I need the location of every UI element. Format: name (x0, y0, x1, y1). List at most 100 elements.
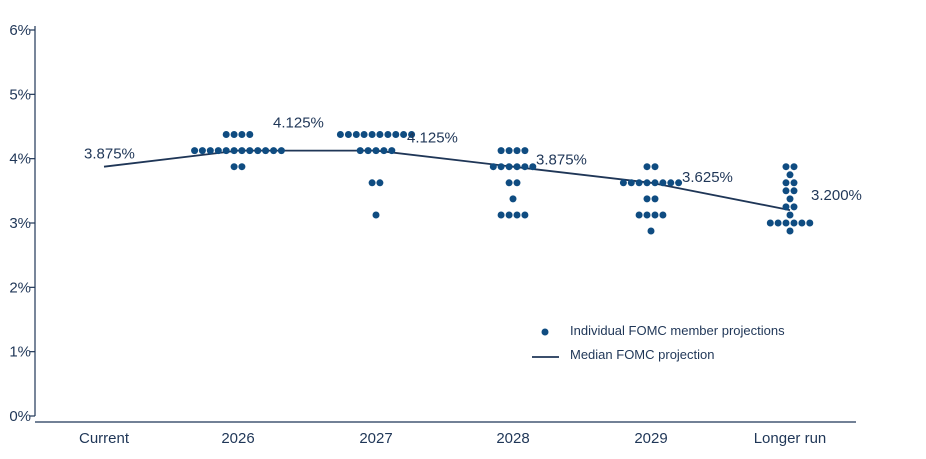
projection-dot (198, 147, 206, 155)
projection-dot (206, 147, 214, 155)
projection-dot (786, 227, 794, 235)
projection-dot (497, 211, 505, 219)
median-value-label: 3.875% (84, 146, 135, 163)
projection-dot (270, 147, 278, 155)
projection-dot (356, 147, 364, 155)
projection-dot (786, 195, 794, 203)
projection-dot (521, 147, 529, 155)
projection-dot (262, 147, 270, 155)
projection-dots-layer (191, 131, 814, 235)
projection-dot (643, 211, 651, 219)
projection-dot (352, 131, 360, 138)
projection-dot (230, 131, 238, 138)
y-tick-label: 4% (9, 151, 31, 168)
legend-label-dots: Individual FOMC member projections (570, 323, 785, 338)
projection-dot (647, 227, 655, 235)
projection-dot (277, 147, 285, 155)
projection-dot (222, 147, 230, 155)
projection-dot (651, 179, 659, 187)
median-value-label: 3.200% (811, 187, 862, 204)
projection-dot (509, 195, 517, 203)
projection-dot (766, 219, 774, 227)
projection-dot (372, 147, 380, 155)
projection-dot (505, 163, 513, 171)
projection-dot (782, 187, 790, 195)
projection-dot (790, 187, 798, 195)
projection-dot (497, 147, 505, 155)
x-axis: Current 2026 2027 2028 2029 Longer run (35, 421, 856, 447)
projection-dot (675, 179, 683, 187)
projection-dot (372, 211, 380, 219)
projection-dot (222, 131, 230, 138)
projection-dot (659, 211, 667, 219)
projection-dot (246, 147, 254, 155)
y-axis: 0% 1% 2% 3% 4% 5% 6% (9, 22, 36, 425)
projection-dot (513, 179, 521, 187)
projection-dot (238, 163, 246, 171)
projection-dot (497, 163, 505, 171)
projection-dot (384, 131, 392, 138)
projection-dot (786, 171, 794, 179)
x-tick-label: 2027 (359, 430, 392, 447)
median-value-label: 3.875% (536, 152, 587, 169)
projection-dot (782, 219, 790, 227)
projection-dot (635, 211, 643, 219)
x-tick-label: Longer run (754, 430, 827, 447)
legend-label-median: Median FOMC projection (570, 347, 715, 362)
projection-dot (230, 147, 238, 155)
median-line (103, 149, 791, 211)
projection-dot (360, 131, 368, 138)
projection-dot (254, 147, 262, 155)
projection-dot (246, 131, 254, 138)
projection-dot (380, 147, 388, 155)
projection-dot (513, 163, 521, 171)
projection-dot (790, 219, 798, 227)
projection-dot (214, 147, 222, 155)
projection-dot (408, 131, 416, 138)
legend-dot-swatch (541, 328, 549, 336)
projection-dot (651, 163, 659, 171)
projection-dot (521, 163, 529, 171)
projection-dot (790, 203, 798, 211)
y-tick-label: 5% (9, 86, 31, 103)
median-line-layer (103, 149, 791, 211)
x-tick-label: 2028 (496, 430, 529, 447)
projection-dot (513, 147, 521, 155)
median-value-label: 3.625% (682, 169, 733, 186)
projection-dot (230, 163, 238, 171)
projection-dot (643, 179, 651, 187)
x-tick-label: 2029 (634, 430, 667, 447)
projection-dot (344, 131, 352, 138)
projection-dot (643, 163, 651, 171)
projection-dot (191, 147, 199, 155)
x-tick-label: 2026 (221, 430, 254, 447)
y-tick-label: 1% (9, 344, 31, 361)
y-tick-label: 3% (9, 215, 31, 232)
projection-dot (505, 179, 513, 187)
median-value-label: 4.125% (273, 115, 324, 132)
projection-dot (364, 147, 372, 155)
projection-dot (388, 147, 396, 155)
legend: Individual FOMC member projections Median… (532, 323, 785, 362)
projection-dot (786, 211, 794, 219)
projection-dot (651, 195, 659, 203)
projection-dot (798, 219, 806, 227)
y-tick-label: 2% (9, 279, 31, 296)
projection-dot (643, 195, 651, 203)
projection-dot (782, 203, 790, 211)
projection-dot (368, 179, 376, 187)
projection-dot (521, 211, 529, 219)
projection-dot (505, 147, 513, 155)
x-tick-label: Current (79, 430, 130, 447)
projection-dot (635, 179, 643, 187)
y-tick-label: 6% (9, 22, 31, 39)
projection-dot (659, 179, 667, 187)
projection-dot (336, 131, 344, 138)
projection-dot (238, 147, 246, 155)
projection-dot (376, 131, 384, 138)
projection-dot (376, 179, 384, 187)
projection-dot (627, 179, 635, 187)
median-value-label: 4.125% (407, 130, 458, 147)
projection-dot (651, 211, 659, 219)
